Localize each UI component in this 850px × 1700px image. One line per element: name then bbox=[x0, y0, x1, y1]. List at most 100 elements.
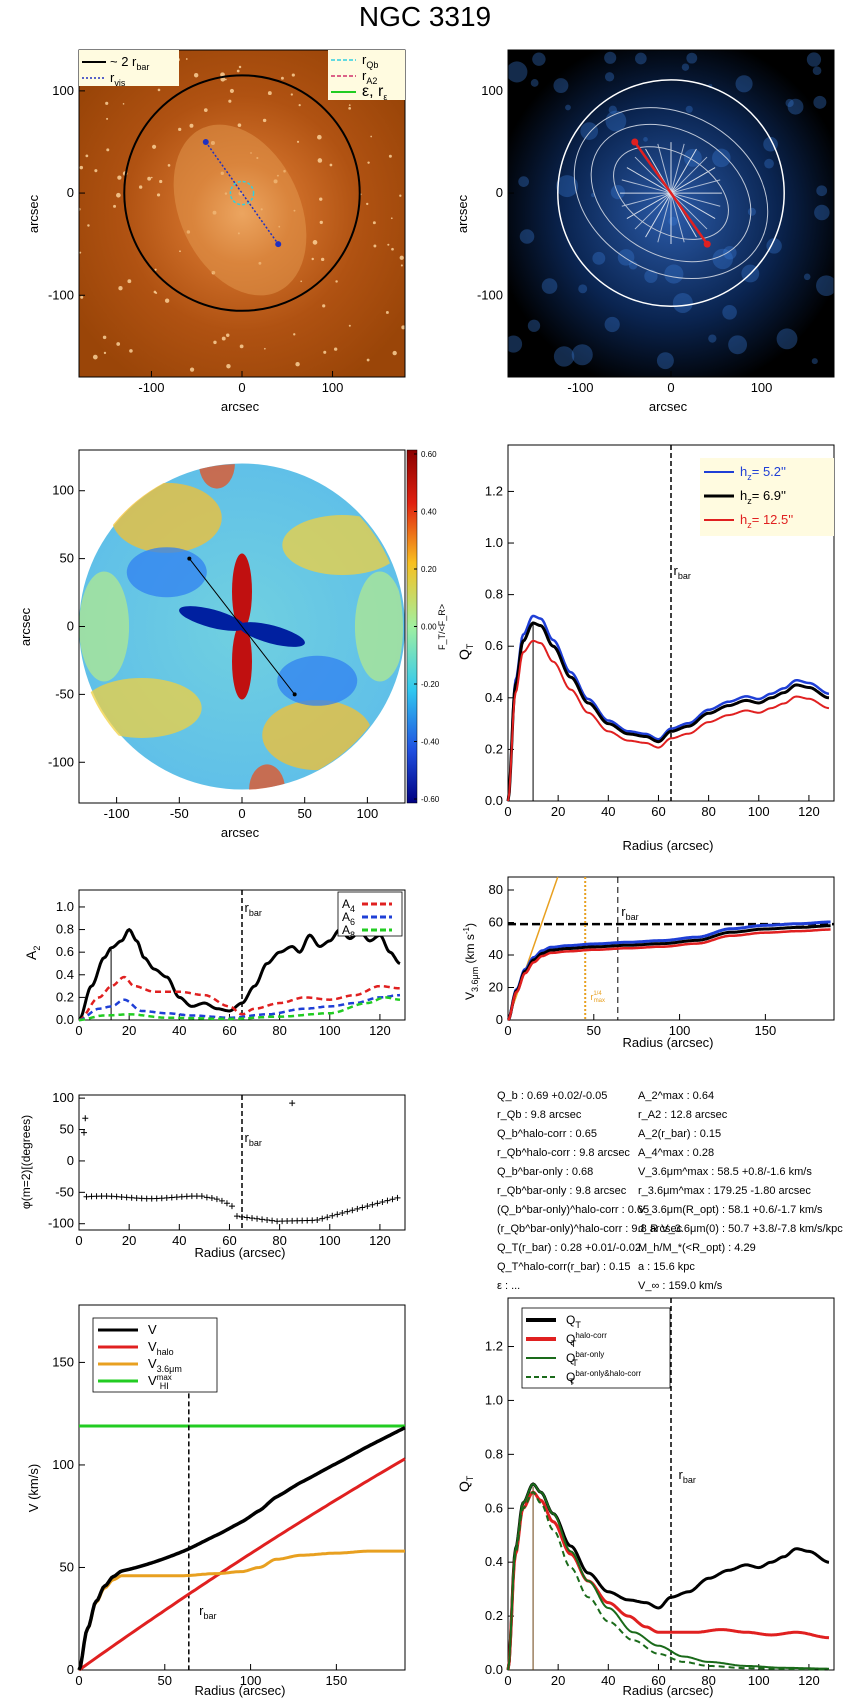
star bbox=[150, 176, 153, 179]
blob bbox=[681, 63, 690, 71]
stats_left-6: (Q_b^bar-only)^halo-corr : 0.65 bbox=[497, 1204, 650, 1216]
stats_left-1: r_Qb : 9.8 arcsec bbox=[497, 1109, 582, 1121]
phase-point bbox=[153, 1195, 160, 1202]
phase-ylabel: φ(m=2)[(degrees) bbox=[19, 1115, 33, 1209]
star bbox=[262, 118, 267, 123]
star bbox=[399, 255, 404, 260]
stats_left-0: Q_b : 0.69 +0.02/-0.05 bbox=[497, 1090, 608, 1102]
blob bbox=[643, 137, 648, 142]
force-blob bbox=[81, 677, 202, 738]
stats_right-7: d_R V_3.6μm(0) : 50.7 +3.8/-7.8 km/s/kpc bbox=[638, 1223, 843, 1235]
rot-series-v bbox=[77, 1426, 406, 1671]
phase-point bbox=[81, 1129, 88, 1136]
star bbox=[312, 240, 318, 245]
contour-xtick-label: 100 bbox=[751, 380, 773, 395]
stats_right-9: a : 15.6 kpc bbox=[638, 1261, 695, 1273]
force-blob bbox=[111, 482, 222, 553]
star bbox=[179, 250, 181, 253]
colorbar-label: F_T/<F_R> bbox=[437, 604, 447, 650]
star bbox=[159, 179, 163, 184]
contour-line bbox=[626, 167, 672, 194]
phase-point bbox=[213, 1196, 220, 1203]
rot-xlabel: Radius (arcsec) bbox=[194, 1683, 285, 1698]
colorbar-tick-label: -0.60 bbox=[421, 795, 440, 804]
phase-xtick-label: 20 bbox=[122, 1233, 136, 1248]
galaxy-disk bbox=[173, 124, 307, 296]
vel-xtick-label: 150 bbox=[755, 1023, 777, 1038]
phase-point bbox=[379, 1199, 386, 1205]
blob bbox=[685, 105, 693, 113]
blob bbox=[764, 158, 774, 169]
phase-point bbox=[228, 1203, 235, 1210]
contour-ylabel: arcsec bbox=[455, 194, 470, 233]
contour-line bbox=[657, 192, 672, 243]
contour-ytick-label: -100 bbox=[477, 287, 503, 302]
force-lobe bbox=[179, 606, 245, 631]
image-xtick-label: -100 bbox=[138, 380, 164, 395]
image-ytick-label: -100 bbox=[48, 287, 74, 302]
force-blob bbox=[126, 547, 207, 598]
phase-point bbox=[163, 1194, 170, 1201]
star bbox=[94, 169, 98, 173]
phase-point bbox=[203, 1194, 210, 1201]
colorbar-tick-label: 0.00 bbox=[421, 623, 437, 632]
blob bbox=[722, 304, 737, 320]
stats_right-8: M_h/M_*(<R_opt) : 4.29 bbox=[638, 1242, 756, 1254]
phase-point bbox=[244, 1214, 251, 1221]
vel-ytick-label: 60 bbox=[489, 915, 503, 930]
blob bbox=[580, 122, 599, 140]
phase-xtick-label: 40 bbox=[172, 1233, 186, 1248]
blob bbox=[686, 52, 698, 64]
star bbox=[213, 340, 217, 345]
a8-series bbox=[79, 996, 401, 1022]
phase-point bbox=[83, 1193, 90, 1200]
a2-xtick-label: 20 bbox=[122, 1023, 136, 1038]
qt2-xtick-label: 80 bbox=[701, 1673, 715, 1688]
colorbar-tick-label: 0.60 bbox=[421, 450, 437, 459]
contour-blobs bbox=[508, 51, 834, 370]
star bbox=[102, 335, 107, 340]
stats_left-5: r_Qb^bar-only : 9.8 arcsec bbox=[497, 1185, 627, 1197]
star bbox=[385, 310, 389, 314]
force-blob bbox=[262, 700, 373, 771]
phase-point bbox=[329, 1212, 336, 1219]
phase-point bbox=[249, 1215, 256, 1222]
phase-xtick-label: 0 bbox=[75, 1233, 82, 1248]
blob bbox=[816, 185, 828, 197]
blob bbox=[628, 260, 638, 270]
star bbox=[103, 351, 107, 355]
blob bbox=[508, 335, 523, 353]
star bbox=[239, 344, 244, 349]
rot-series-vhalo bbox=[78, 1457, 406, 1672]
star bbox=[106, 117, 109, 120]
blob bbox=[747, 207, 756, 216]
blob bbox=[672, 292, 693, 313]
qt-legend-label: hz= 6.9'' bbox=[740, 488, 786, 506]
qt2-xtick-label: 60 bbox=[651, 1673, 665, 1688]
star bbox=[129, 349, 133, 353]
phase-point bbox=[143, 1195, 150, 1202]
star bbox=[348, 106, 352, 110]
phase-ytick-label: -100 bbox=[48, 1216, 74, 1231]
star bbox=[221, 336, 226, 341]
qt2-series-halo bbox=[506, 1490, 830, 1671]
phase-point bbox=[183, 1193, 190, 1200]
rot-legend-label: V3.6μm bbox=[148, 1356, 182, 1374]
colorbar-tick-label: 0.40 bbox=[421, 508, 437, 517]
stats_left-2: Q_b^halo-corr : 0.65 bbox=[497, 1128, 597, 1140]
force-blob bbox=[198, 464, 235, 489]
legend-2rbar: ~ 2 rbar bbox=[110, 54, 149, 72]
blob bbox=[556, 175, 579, 198]
qt-ytick-label: 0.2 bbox=[485, 741, 503, 756]
star bbox=[118, 286, 123, 291]
force-xtick-label: 0 bbox=[238, 806, 245, 821]
rot-legend-label: Vmax HI bbox=[148, 1373, 172, 1391]
contour-line bbox=[670, 179, 721, 194]
blob bbox=[532, 52, 546, 66]
star bbox=[79, 165, 84, 170]
phase-point bbox=[168, 1194, 175, 1201]
qt-series-hz12 bbox=[507, 639, 830, 802]
phase-ytick-label: 0 bbox=[67, 1153, 74, 1168]
star bbox=[138, 185, 143, 189]
star bbox=[311, 257, 314, 261]
